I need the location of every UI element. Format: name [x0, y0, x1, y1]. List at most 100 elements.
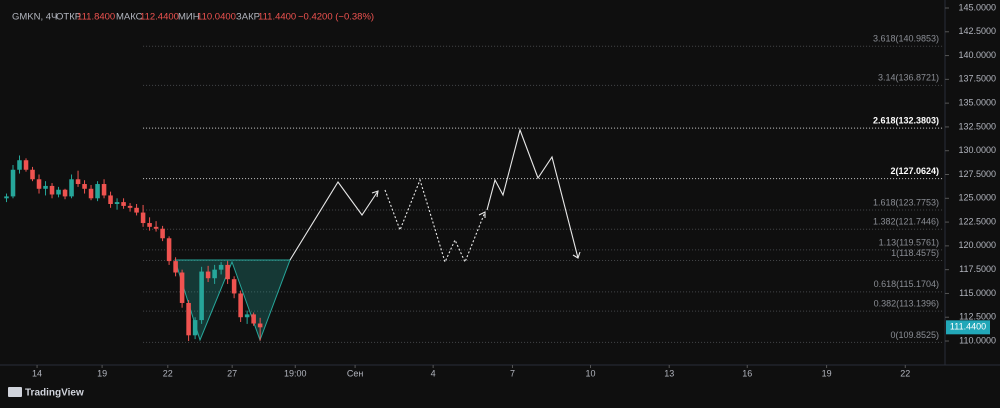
x-tick-label: 10 — [586, 368, 596, 378]
candle-body — [121, 202, 126, 206]
projection-line — [486, 128, 579, 259]
open-value: 111.8400 — [77, 12, 115, 23]
candle-body — [49, 185, 55, 195]
low-value: 110.0400 — [197, 12, 236, 23]
y-tick-label: 132.5000 — [958, 121, 996, 131]
fib-label: 3.14(136.8721) — [878, 73, 939, 83]
candle-body — [218, 264, 224, 270]
candle-body — [101, 184, 107, 196]
arrow-head — [478, 211, 486, 218]
arrow-head — [371, 190, 379, 198]
candle-body — [147, 223, 152, 227]
fib-label: 0(109.8525) — [890, 330, 939, 340]
last-price-label: 111.4400 — [950, 322, 986, 332]
x-tick-label: 19:00 — [284, 368, 307, 378]
x-tick-label: 13 — [664, 368, 674, 378]
fib-label: 2.618(132.3803) — [873, 115, 939, 125]
candle-body — [192, 320, 198, 336]
y-tick-label: 127.5000 — [958, 169, 996, 179]
high-value: 112.4400 — [140, 12, 179, 23]
y-tick-label: 122.5000 — [958, 216, 996, 226]
y-tick-label: 115.0000 — [959, 288, 996, 298]
candle-body — [56, 189, 61, 195]
projection-drawings — [289, 128, 581, 264]
candle-body — [199, 271, 204, 321]
candle-body — [114, 202, 120, 205]
y-tick-label: 117.5000 — [959, 264, 996, 274]
close-label: ЗАКР — [236, 12, 260, 23]
candle-body — [10, 169, 16, 197]
x-tick-label: 4 — [431, 368, 436, 378]
candle-body — [36, 179, 42, 189]
last-price-box — [946, 320, 990, 335]
candle-body — [23, 160, 29, 170]
fib-label: 0.618(115.1704) — [874, 279, 939, 289]
candle-body — [186, 302, 191, 336]
fib-label: 1.382(121.7446) — [873, 217, 939, 227]
arrow-head — [572, 251, 581, 259]
candle-body — [134, 207, 139, 213]
candle-body — [179, 272, 185, 303]
candle-body — [257, 323, 263, 328]
candle-body — [17, 160, 22, 170]
candle-body — [153, 226, 159, 229]
y-tick-label: 112.5000 — [959, 312, 996, 322]
x-tick-label: 19 — [822, 368, 832, 378]
candle-body — [173, 261, 178, 273]
symbol: GMKN, 4Ч — [12, 12, 57, 23]
y-tick-label: 110.0000 — [959, 335, 996, 345]
candle-body — [205, 271, 211, 279]
candle-body — [225, 264, 230, 280]
change: −0.4200 (−0.38%) — [298, 12, 374, 23]
y-tick-label: 145.0000 — [958, 2, 996, 12]
y-tick-label: 137.5000 — [958, 74, 996, 84]
brand: TradingView — [25, 388, 84, 399]
close-value: 111.4400 — [258, 12, 296, 23]
x-tick-label: 19 — [97, 368, 107, 378]
x-tick-label: Сен — [347, 368, 364, 378]
x-tick-label: 7 — [510, 368, 515, 378]
low-label: МИН — [178, 12, 200, 23]
candles — [4, 155, 263, 342]
candle-body — [238, 293, 243, 318]
y-tick-label: 120.0000 — [958, 240, 996, 250]
candle-body — [212, 269, 217, 279]
x-tick-label: 22 — [900, 368, 910, 378]
candle-body — [82, 184, 87, 189]
candle-body — [251, 314, 256, 324]
axes: 110.0000 112.5000 115.0000 117.5000 120.0000… — [32, 2, 996, 378]
projection-line — [289, 181, 379, 261]
high-label: МАКС — [116, 12, 143, 23]
y-tick-label: 130.0000 — [958, 145, 996, 155]
candle-body — [127, 205, 133, 208]
candle-body — [88, 188, 94, 199]
x-tick-label: 22 — [163, 368, 173, 378]
fib-label: 0.382(113.1396) — [874, 299, 939, 309]
fib-label: 1.13(119.5761) — [879, 237, 939, 247]
candle-body — [95, 184, 100, 199]
candle-body — [4, 196, 9, 199]
candle-body — [108, 195, 113, 205]
fib-label: 3.618(140.9853) — [873, 34, 939, 44]
candle-body — [30, 169, 35, 180]
fib-label: 2(127.0624) — [890, 166, 939, 176]
candle-body — [140, 212, 146, 224]
y-tick-label: 125.0000 — [958, 193, 996, 203]
fib-label: 1(118.4575) — [891, 248, 939, 258]
fib-label: 1.618(123.7753) — [873, 197, 939, 207]
candle-body — [69, 179, 74, 197]
candle-body — [244, 314, 250, 318]
y-tick-label: 140.0000 — [958, 50, 996, 60]
candle-body — [231, 279, 237, 294]
candle-body — [75, 179, 81, 185]
candle-body — [62, 189, 68, 197]
candle-body — [166, 238, 172, 262]
fib-group: 3.618(140.9853) 3.14(136.8721) 2.618(132.3… — [143, 34, 943, 343]
candle-body — [43, 185, 48, 189]
y-tick-label: 135.0000 — [958, 98, 996, 108]
x-tick-label: 16 — [742, 368, 752, 378]
x-tick-label: 27 — [227, 368, 237, 378]
